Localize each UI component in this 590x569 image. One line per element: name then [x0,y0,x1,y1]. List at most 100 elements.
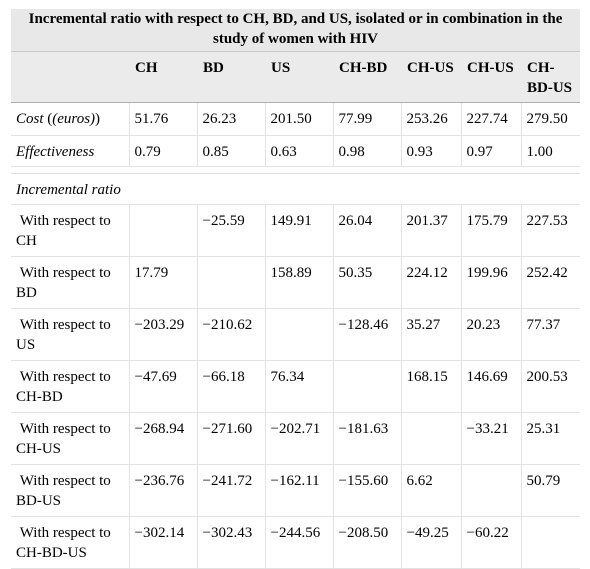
cell: 149.91 [264,204,333,257]
cell: 253.26 [400,102,461,136]
table-container: Incremental ratio with respect to CH, BD… [11,9,581,569]
cell: 20.23 [460,308,521,361]
cell: 25.31 [520,412,581,465]
ratio-rows: With respect to CH −25.59 149.91 26.04 201.3… [11,204,581,569]
section-label: Incremental ratio [11,173,581,205]
row-label: With respect to CH-US [11,412,129,465]
cell: 0.85 [196,135,265,167]
cell: −244.56 [264,516,333,569]
cell: −208.50 [332,516,401,569]
section-row: Incremental ratio [11,173,581,205]
cell: 77.99 [332,102,401,136]
cell: 146.69 [460,360,521,413]
cell: 199.96 [460,256,521,309]
spacer-row [11,166,581,174]
cell: −162.11 [264,464,333,517]
column-header-us: US [265,51,333,103]
cell: −33.21 [460,412,521,465]
column-header-line2: BD-US [527,80,573,96]
cell: −202.71 [264,412,333,465]
table-row-effectiveness: Effectiveness 0.79 0.85 0.63 0.98 0.93 0… [11,135,581,167]
cell: −25.59 [196,204,265,257]
cell: −241.72 [196,464,265,517]
cell: 51.76 [128,102,197,136]
table-row: With respect to CH-US −268.94 −271.60 −202.… [11,412,581,465]
cell: −236.76 [128,464,197,517]
table-row: With respect to CH −25.59 149.91 26.04 201.3… [11,204,581,257]
table-row: With respect to CH-BD-US −302.14 −302.43 −2… [11,516,581,569]
row-label-effectiveness: Effectiveness [11,135,129,167]
table-row: With respect to BD 17.79 158.89 50.35 224.12… [11,256,581,309]
cell: 50.79 [520,464,581,517]
column-header-ch-us-2: CH-US [461,51,521,103]
cell: 6.62 [400,464,461,517]
cell [520,516,581,569]
column-header-ch-bd-us: CH- BD-US [521,51,581,103]
cell: 0.63 [264,135,333,167]
cell: 35.27 [400,308,461,361]
cell: 17.79 [128,256,197,309]
cell: 158.89 [264,256,333,309]
column-header-empty [11,51,129,103]
cell: −155.60 [332,464,401,517]
row-label: With respect to CH-BD-US [11,516,129,569]
cell: 50.35 [332,256,401,309]
table-row: With respect to CH-BD −47.69 −66.18 76.34 16… [11,360,581,413]
row-label: With respect to US [11,308,129,361]
cost-unit: (euros) [52,111,96,127]
cell: −302.14 [128,516,197,569]
row-label: With respect to CH [11,204,129,257]
column-header-ch: CH [129,51,197,103]
cell: 279.50 [520,102,581,136]
table-row: With respect to US −203.29 −210.62 −128.46 3… [11,308,581,361]
cell: 26.23 [196,102,265,136]
cell [332,360,401,413]
row-label: With respect to CH-BD [11,360,129,413]
cell [196,256,265,309]
cell: −302.43 [196,516,265,569]
cell: −66.18 [196,360,265,413]
cell: 252.42 [520,256,581,309]
row-label-cost: Cost ((euros)) [11,102,129,136]
cell: −47.69 [128,360,197,413]
cell: −60.22 [460,516,521,569]
cell: −271.60 [196,412,265,465]
cell: 0.79 [128,135,197,167]
cell: −268.94 [128,412,197,465]
column-header-line1: CH- [527,60,555,76]
row-label: With respect to BD [11,256,129,309]
cell: 77.37 [520,308,581,361]
cell: −203.29 [128,308,197,361]
table-row: With respect to BD-US −236.76 −241.72 −162.… [11,464,581,517]
cell: 0.97 [460,135,521,167]
cell [128,204,197,257]
cell [400,412,461,465]
table-row-cost: Cost ((euros)) 51.76 26.23 201.50 77.99 … [11,102,581,136]
cell [460,464,521,517]
column-header-bd: BD [197,51,265,103]
cell: 224.12 [400,256,461,309]
table-title: Incremental ratio with respect to CH, BD… [11,9,581,52]
cell: 201.50 [264,102,333,136]
cell: 26.04 [332,204,401,257]
cell: 0.93 [400,135,461,167]
cell: 1.00 [520,135,581,167]
cell: 175.79 [460,204,521,257]
cell: 200.53 [520,360,581,413]
cell: 76.34 [264,360,333,413]
cell: −181.63 [332,412,401,465]
data-table: Incremental ratio with respect to CH, BD… [11,9,581,569]
cell: −128.46 [332,308,401,361]
cell: 201.37 [400,204,461,257]
cell: −49.25 [400,516,461,569]
row-label: With respect to BD-US [11,464,129,517]
column-header-ch-us: CH-US [401,51,461,103]
cell [264,308,333,361]
cell: 227.74 [460,102,521,136]
column-header-ch-bd: CH-BD [333,51,401,103]
cell: 168.15 [400,360,461,413]
cell: 227.53 [520,204,581,257]
cell: −210.62 [196,308,265,361]
header-row: CH BD US CH-BD CH-US CH-US CH- BD-US [11,51,581,103]
cell: 0.98 [332,135,401,167]
